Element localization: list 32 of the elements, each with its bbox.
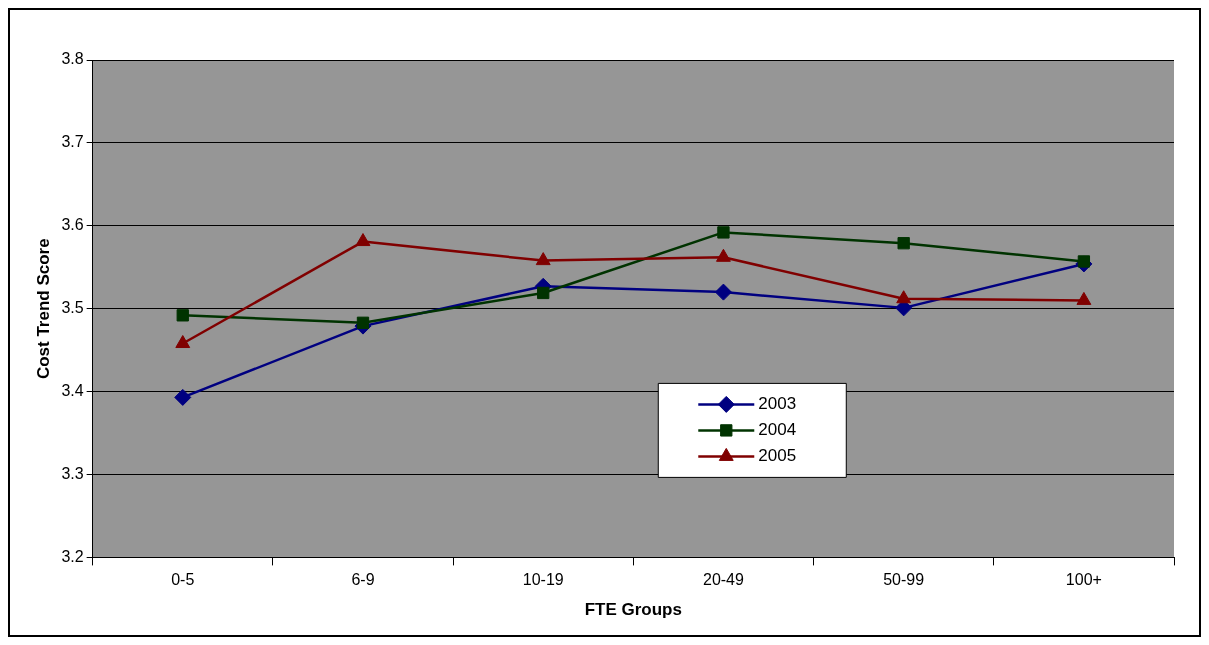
x-tick-label: 50-99 (883, 571, 925, 589)
point (896, 290, 912, 304)
legend-label: 2004 (758, 420, 797, 440)
y-tick-label: 3.7 (61, 133, 84, 151)
x-axis-title: FTE Groups (584, 600, 682, 620)
point (717, 226, 730, 239)
point (1077, 255, 1091, 268)
y-tick-label: 3.4 (61, 382, 84, 400)
y-tick-label: 3.8 (61, 50, 84, 68)
y-tick-label: 3.2 (61, 547, 84, 565)
x-tick-label: 100+ (1065, 571, 1102, 589)
point (175, 335, 191, 349)
point (714, 283, 732, 301)
y-tick-label: 3.5 (61, 299, 84, 317)
point (356, 316, 370, 329)
point (537, 286, 550, 300)
point (1076, 291, 1092, 305)
point (716, 248, 731, 262)
point (897, 237, 910, 250)
x-tick-label: 10-19 (522, 571, 564, 589)
legend-label: 2005 (758, 446, 797, 466)
y-axis-title: Cost Trend Score (33, 238, 53, 380)
x-tick-label: 20-49 (702, 571, 744, 589)
point (355, 233, 371, 247)
y-tick-label: 3.3 (61, 464, 84, 482)
point (176, 309, 189, 322)
point (174, 388, 192, 406)
point (535, 252, 551, 266)
y-tick-label: 3.6 (61, 216, 84, 234)
legend-label: 2003 (758, 394, 797, 414)
x-tick-label: 0-5 (171, 571, 195, 589)
x-tick-label: 6-9 (351, 571, 375, 589)
